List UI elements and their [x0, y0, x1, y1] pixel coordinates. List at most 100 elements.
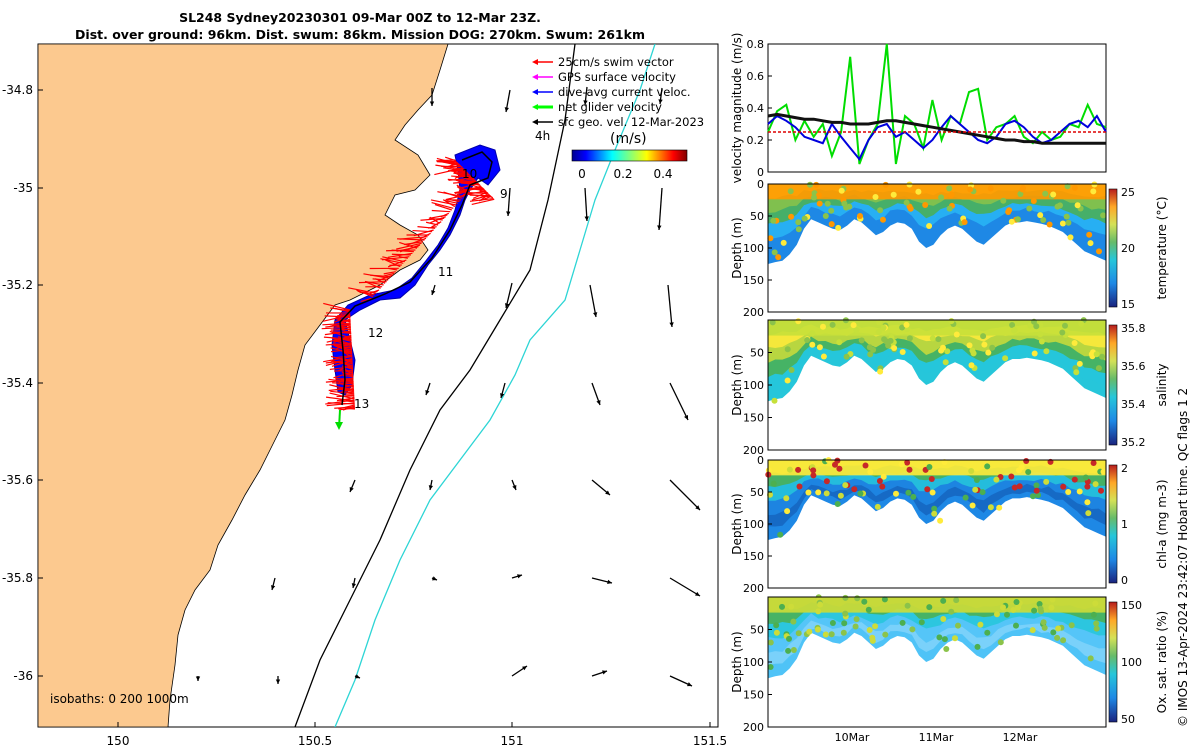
depth-tick-label: 150 — [743, 412, 764, 425]
section-sample — [1084, 499, 1091, 506]
day-marker-label: 12 — [368, 326, 383, 340]
section-sample — [842, 594, 849, 601]
velocity-arrow — [667, 284, 673, 328]
section-sample — [1060, 637, 1067, 644]
swim-vector — [328, 378, 354, 384]
section-sample — [1016, 483, 1023, 490]
depth-tick-label: 100 — [743, 656, 764, 669]
section-sample — [926, 223, 933, 229]
section-sample — [926, 604, 933, 611]
swim-vector — [330, 390, 355, 395]
section-sample — [777, 531, 784, 538]
section-sample — [980, 333, 987, 340]
section-sample — [1059, 220, 1066, 227]
section-sample — [786, 466, 793, 473]
section-sample — [852, 623, 859, 630]
section-sample — [807, 181, 813, 188]
section-sample — [795, 226, 802, 233]
swim-vector — [333, 371, 354, 379]
swim-vector — [419, 232, 431, 240]
section-sample — [904, 602, 911, 609]
section-sample — [1050, 629, 1057, 636]
section-sample — [1099, 353, 1105, 360]
section-sample — [1092, 481, 1099, 488]
section-sample — [804, 337, 811, 343]
map-y-tick-label: -36 — [13, 669, 33, 683]
velocity-arrowhead — [512, 485, 517, 490]
section-sample — [1023, 458, 1030, 464]
section-sample — [810, 467, 817, 474]
time-tick-label: 11Mar — [919, 731, 954, 744]
map-x-tick-label: 151 — [501, 734, 524, 748]
map-x-tick-label: 150 — [107, 734, 130, 748]
section-sample — [813, 181, 820, 188]
section-sample — [861, 598, 868, 605]
section-sample — [835, 224, 842, 231]
section-sample — [784, 508, 791, 515]
section-sample — [1090, 460, 1097, 466]
velocity-arrowhead — [596, 400, 601, 405]
section-sample — [1073, 369, 1080, 376]
section-sample — [829, 321, 836, 328]
section-sample — [1067, 234, 1074, 241]
swim-vector — [479, 190, 488, 194]
section-sample — [1033, 482, 1040, 489]
section-sample — [909, 626, 916, 633]
swim-vector — [449, 199, 460, 203]
section-sample — [984, 463, 991, 470]
section-sample — [1038, 608, 1045, 615]
section-sample — [1031, 350, 1038, 357]
section-sample — [905, 489, 912, 496]
swim-vector — [465, 180, 480, 186]
section-sample — [786, 635, 792, 642]
section-sample — [816, 200, 823, 207]
map-x-tick-label: 151.5 — [693, 734, 727, 748]
swim-vector — [333, 331, 352, 339]
section-sample — [973, 477, 980, 483]
colorbar-tick-label: 35.8 — [1121, 322, 1146, 335]
section-sample — [784, 377, 791, 384]
swim-vector — [431, 209, 451, 213]
section-sample — [966, 342, 973, 349]
section-sample — [874, 503, 881, 510]
section-panel: 50 100 150 200 Depth (m) 35.8 35.6 35.4 35.2 sali… — [730, 317, 1169, 457]
glider-track — [321, 144, 501, 430]
section-sample — [836, 339, 843, 346]
section-sample — [854, 595, 861, 602]
legend-label: sfc geo. vel. 12-Mar-2023 — [558, 115, 704, 129]
colorbar-label: salinity — [1155, 363, 1169, 406]
section-sample — [882, 181, 889, 188]
velocity-arrowhead — [593, 312, 598, 317]
section-sample — [1093, 620, 1100, 627]
section-sample — [823, 490, 830, 497]
section-sample — [1014, 216, 1021, 223]
section-sample — [989, 344, 996, 351]
depth-tick-label: 0 — [757, 454, 764, 467]
swim-vector — [412, 229, 433, 233]
depth-tick-label: 0 — [757, 178, 764, 191]
section-sample — [843, 353, 850, 360]
swim-vector — [463, 181, 485, 190]
legend-label: net glider velocity — [558, 100, 662, 114]
section-sample — [866, 627, 873, 633]
section-sample — [1087, 240, 1094, 247]
section-sample — [857, 490, 864, 497]
section-sample — [811, 194, 817, 201]
section-sample — [771, 397, 778, 404]
depth-tick-label: 150 — [743, 274, 764, 287]
section-sample — [1063, 213, 1070, 220]
section-sample — [926, 464, 933, 470]
swim-vector — [380, 258, 404, 264]
depth-tick-label: 100 — [743, 518, 764, 531]
section-sample — [841, 620, 848, 627]
swim-vector — [336, 382, 354, 388]
swim-vector — [331, 359, 353, 367]
swim-vector — [469, 197, 494, 202]
section-sample — [853, 616, 860, 623]
section-sample — [1009, 322, 1016, 328]
section-sample — [806, 628, 813, 635]
section-sample — [1029, 627, 1036, 634]
section-sample — [899, 619, 906, 626]
day-marker-label: 9 — [500, 187, 508, 201]
